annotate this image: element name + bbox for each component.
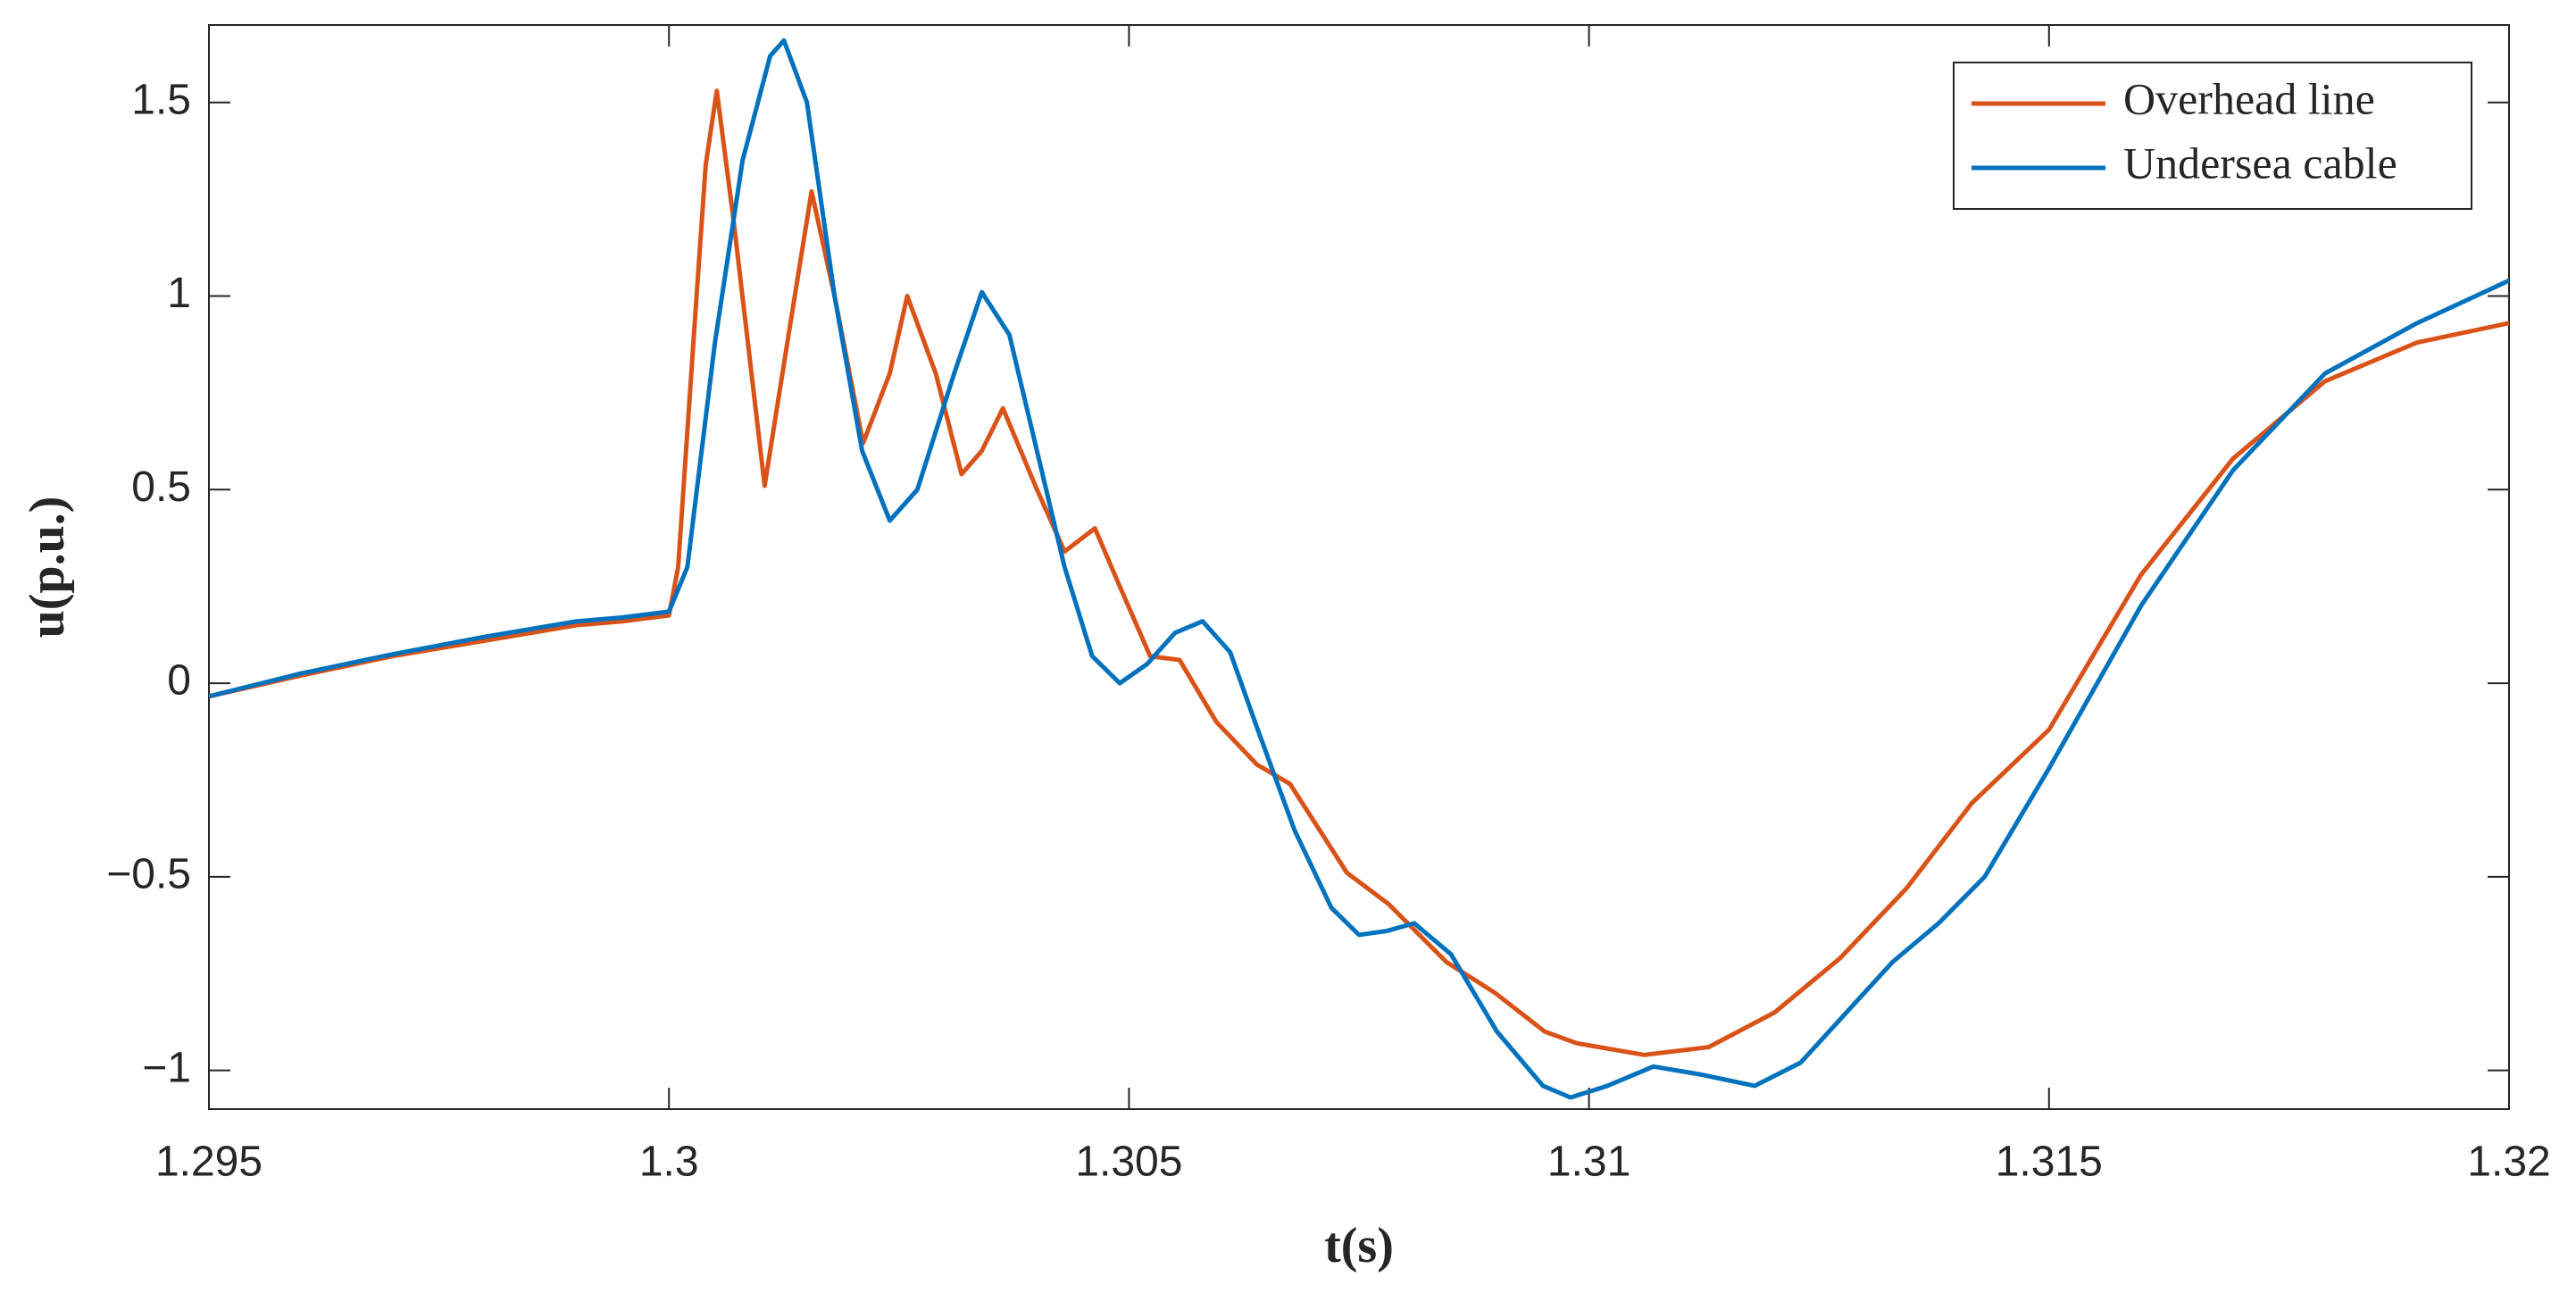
line <box>208 88 2510 1057</box>
y-tick-label: 0.5 <box>131 463 191 511</box>
y-tick-label: 0 <box>167 657 191 705</box>
legend-label: Overhead line <box>2123 73 2375 123</box>
line <box>208 38 2511 1100</box>
plot-frame <box>208 24 2510 1110</box>
y-tick-label: −0.5 <box>106 851 191 898</box>
x-tick-label: 1.31 <box>1547 1139 1630 1186</box>
legend-label: Undersea cable <box>2123 138 2397 188</box>
x-axis-label: t(s) <box>1324 1218 1394 1273</box>
legend-box <box>1953 62 2472 210</box>
x-tick-label: 1.315 <box>1996 1139 2103 1186</box>
y-axis-label: u(p.u.) <box>20 497 75 638</box>
y-tick-label: −1 <box>142 1044 191 1091</box>
x-tick-label: 1.32 <box>2467 1139 2550 1186</box>
x-tick-label: 1.305 <box>1075 1139 1182 1186</box>
x-tick-label: 1.3 <box>639 1139 699 1186</box>
y-tick-label: 1 <box>167 270 191 317</box>
x-tick-label: 1.295 <box>155 1139 263 1186</box>
y-tick-label: 1.5 <box>131 76 191 123</box>
